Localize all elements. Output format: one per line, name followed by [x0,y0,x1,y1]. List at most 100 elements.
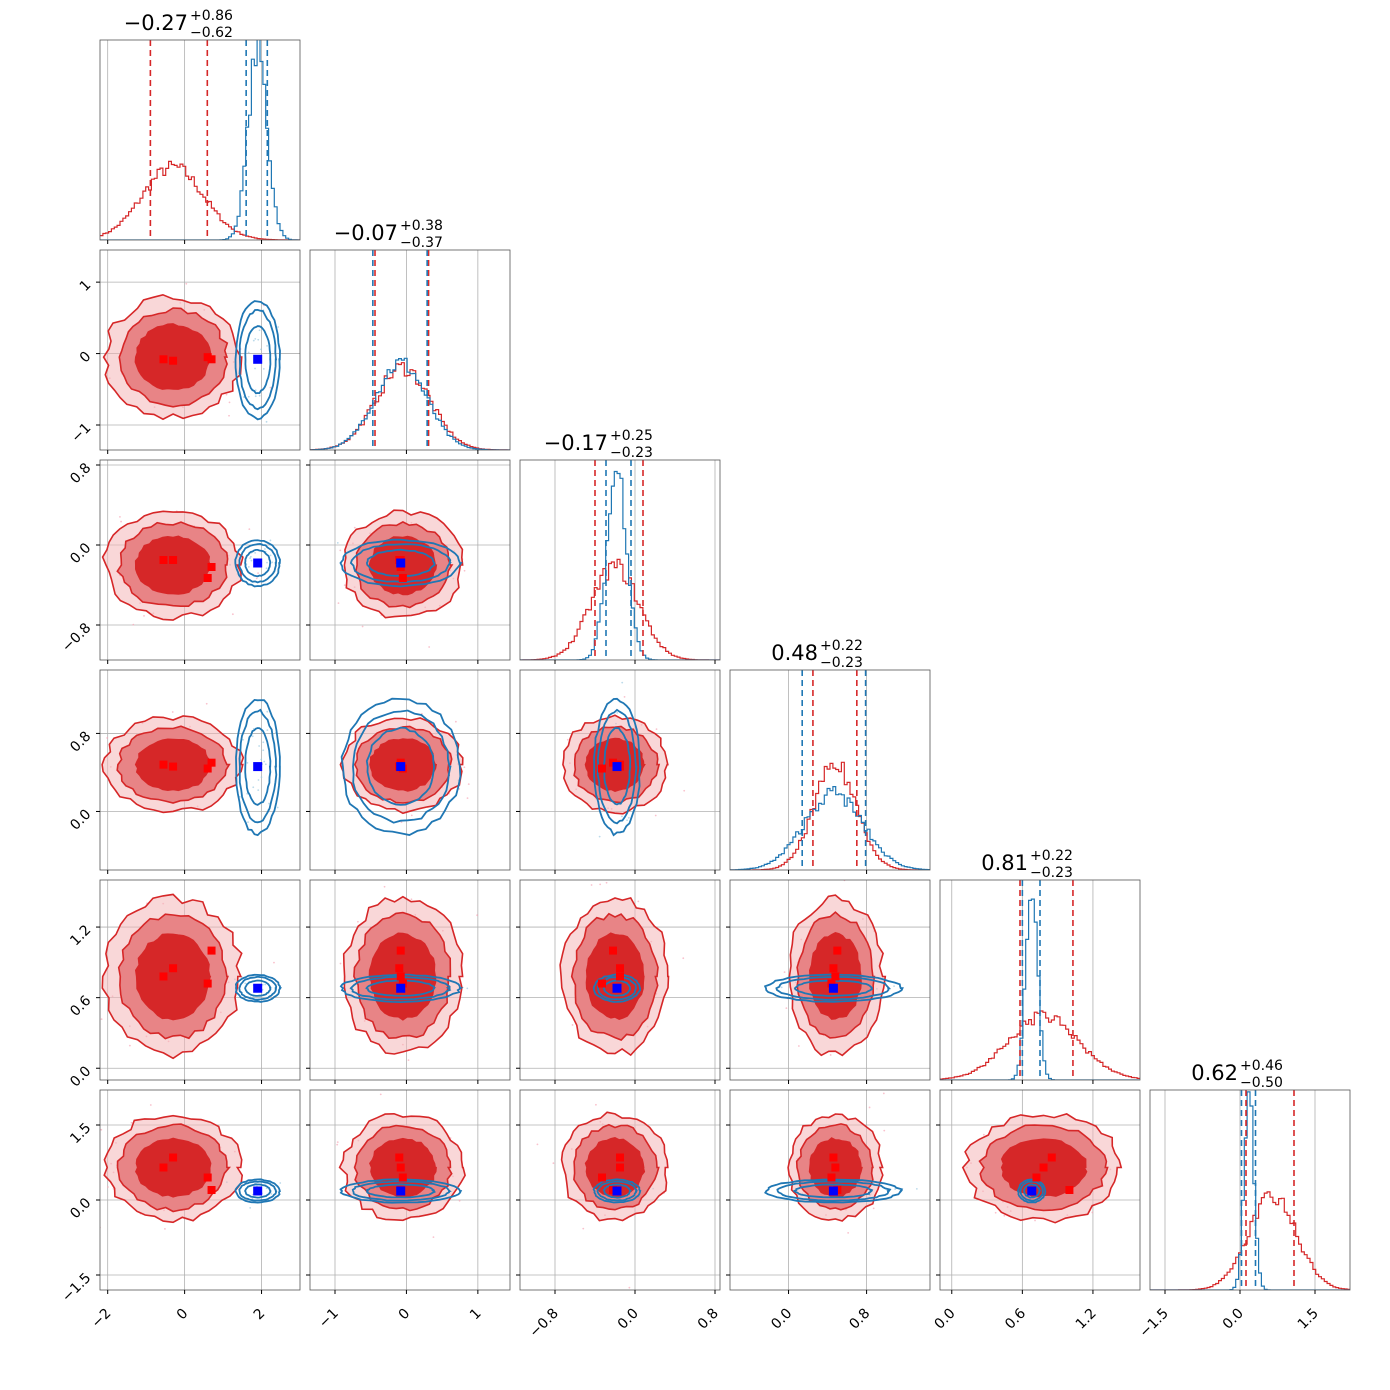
red-marker [827,1173,836,1182]
sample-point [536,1143,539,1146]
blue-truth-marker [396,983,406,993]
panel-frame [519,1089,721,1291]
blue-truth-marker [253,354,263,364]
blue-contour-1 [234,973,283,1003]
red-histogram [730,761,930,870]
blue-contour-1 [592,1178,642,1204]
y-tick-label: 0.0 [67,807,94,834]
sample-point [785,1007,788,1010]
blue-contour-2 [597,975,637,1001]
sample-point [383,885,386,888]
sample-point [266,561,268,564]
panel-frame [309,249,511,451]
x-tick-label: 0 [174,1306,192,1324]
panel-title-minus: −0.50 [1240,1075,1283,1091]
sample-point [466,797,469,800]
sample-point [566,738,569,741]
red-marker [1047,1153,1056,1162]
sample-point [440,870,442,872]
panel-frame [99,669,301,871]
sample-point [467,783,470,786]
contour-panel-6-4 [726,1089,931,1294]
histogram-panel-3: −0.17 +0.25−0.23 [519,428,721,664]
blue-contour-2 [238,308,277,411]
panel-title-plus: +0.25 [610,428,653,444]
sample-point [621,815,623,818]
sample-point [582,1227,585,1230]
red-histogram [520,558,720,660]
x-tick-label: 0.0 [615,1306,642,1333]
sample-point [249,555,252,558]
x-tick-label: −2 [89,1306,115,1332]
blue-contour-3 [365,979,436,997]
sample-point [246,761,249,764]
sample-point [637,900,640,903]
panel-content [336,1093,466,1239]
y-tick-label: −0.8 [59,620,94,655]
panel-frame [309,669,511,871]
sample-point [400,821,403,824]
x-tick-label: 1 [467,1306,485,1324]
sample-point [654,814,657,817]
contour-panel-3-2 [306,459,511,664]
sample-point [269,386,272,389]
blue-contour-2 [238,542,278,584]
sample-point [428,646,431,648]
x-tick-label: 0.0 [1220,1306,1247,1333]
blue-truth-marker [1027,1186,1037,1196]
sample-point [255,577,258,580]
blue-contour-3 [365,726,436,806]
panel-title-minus: −0.23 [610,445,653,461]
blue-truth-marker [396,1186,406,1196]
blue-contour-1 [234,1178,281,1204]
sample-point [261,983,264,986]
panel-frame [519,459,721,661]
panel-frame [99,459,301,661]
blue-histogram [1150,1091,1350,1290]
red-marker [398,574,407,582]
sample-point [149,1104,152,1106]
sample-point [263,760,266,763]
sample-point [246,792,249,795]
red-histogram [100,160,300,240]
sample-point [254,552,257,554]
red-marker [398,979,407,988]
x-tick-label: 0.0 [932,1306,959,1333]
contour-panel-5-3 [516,879,721,1084]
sample-point [872,1207,875,1210]
red-marker [616,972,624,981]
panel-title-plus: +0.22 [1030,848,1073,864]
sample-point [410,898,413,901]
x-tick-label: −1.5 [1136,1306,1171,1341]
sample-point [231,613,234,616]
sample-point [276,806,279,809]
blue-histogram [730,786,930,870]
red-marker [616,964,624,973]
blue-contour-2 [238,708,278,824]
sample-point [277,326,280,328]
sample-point [254,395,257,398]
blue-truth-marker [396,558,406,568]
panel-content [339,697,470,836]
sample-point [100,1128,103,1131]
panel-title-median: 0.62 [1191,1061,1238,1085]
sample-point [257,338,260,341]
sample-point [242,738,244,741]
sample-point [100,1018,103,1021]
sample-point [260,758,263,761]
contour-panel-6-3 [516,1089,721,1294]
y-tick-label: 0.0 [67,1063,94,1090]
red-marker [1039,1163,1048,1172]
blue-contour-2 [775,975,892,1001]
sample-point [595,1103,597,1106]
sample-point [1091,1211,1094,1214]
x-tick-label: 0.8 [846,1306,873,1333]
sample-point [225,393,228,396]
sample-point [476,914,479,917]
y-tick-label: 1.2 [67,922,94,949]
panel-content [339,870,479,1061]
panel-title-plus: +0.46 [1240,1058,1283,1074]
panel-frame [99,39,301,241]
y-tick-label: 1 [77,277,95,295]
panel-title-minus: −0.23 [1030,865,1073,881]
